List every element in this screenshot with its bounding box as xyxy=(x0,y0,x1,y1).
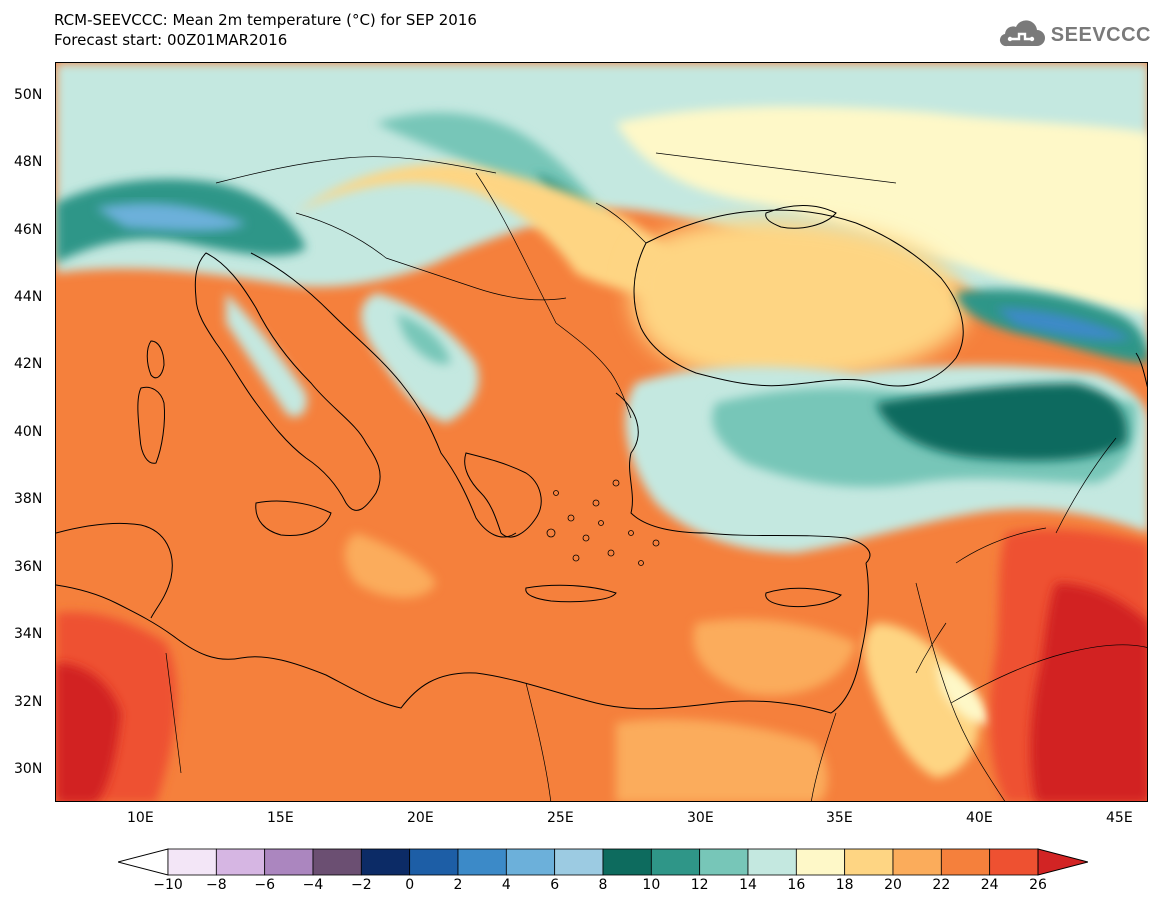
colorbar-tick-label: 14 xyxy=(739,877,757,893)
colorbar-swatch xyxy=(554,848,604,876)
colorbar-swatch xyxy=(940,848,991,876)
colorbar-swatch xyxy=(505,848,556,876)
temperature-map xyxy=(55,62,1148,802)
colorbar-tick-label: 8 xyxy=(598,877,608,893)
colorbar-swatch xyxy=(892,848,942,876)
map-canvas xyxy=(56,63,1147,801)
lon-tick-30e: 30E xyxy=(687,810,714,826)
colorbar-swatches xyxy=(116,848,1090,876)
page-title: RCM-SEEVCCC: Mean 2m temperature (°C) fo… xyxy=(54,11,477,29)
colorbar-swatch xyxy=(795,848,846,876)
lon-tick-45e: 45E xyxy=(1106,810,1133,826)
colorbar-tick-label: 24 xyxy=(980,877,999,893)
lat-tick-36n: 36N xyxy=(14,559,43,575)
colorbar-swatch xyxy=(989,848,1039,876)
colorbar-tick-label: −2 xyxy=(351,877,372,893)
colorbar-swatch xyxy=(312,848,362,876)
colorbar-tick-label: 6 xyxy=(550,877,560,893)
colorbar-swatch xyxy=(844,848,894,876)
lat-tick-44n: 44N xyxy=(14,289,43,305)
colorbar-tick-label: 16 xyxy=(787,877,806,893)
lat-tick-42n: 42N xyxy=(14,356,43,372)
colorbar-swatch xyxy=(457,848,507,876)
colorbar-swatch xyxy=(360,848,411,876)
lat-tick-30n: 30N xyxy=(14,761,43,777)
lat-tick-38n: 38N xyxy=(14,491,43,507)
colorbar-tick-label: 22 xyxy=(932,877,951,893)
colorbar-swatch xyxy=(409,848,459,876)
aegean-islands xyxy=(546,479,660,566)
lon-tick-20e: 20E xyxy=(407,810,434,826)
coastlines xyxy=(56,205,1147,714)
colorbar-swatch xyxy=(650,848,701,876)
colorbar-tick-label: 12 xyxy=(690,877,709,893)
colorbar-swatch xyxy=(167,848,217,876)
colorbar-tick-label: 26 xyxy=(1029,877,1047,893)
lon-tick-35e: 35E xyxy=(826,810,853,826)
colorbar-arrow-high xyxy=(1037,848,1090,876)
logo-text: SEEVCCC xyxy=(1050,23,1151,46)
borders xyxy=(165,152,1147,801)
colorbar-tick-label: −6 xyxy=(254,877,275,893)
forecast-start: Forecast start: 00Z01MAR2016 xyxy=(54,31,288,49)
colorbar-swatch xyxy=(699,848,749,876)
colorbar-swatch xyxy=(747,848,797,876)
lat-tick-32n: 32N xyxy=(14,694,43,710)
colorbar-tick-label: 0 xyxy=(405,877,415,893)
colorbar-tick-label: −4 xyxy=(302,877,324,893)
lat-tick-34n: 34N xyxy=(14,626,43,642)
colorbar-swatch xyxy=(215,848,266,876)
colorbar-tick-label: 18 xyxy=(835,877,854,893)
temperature-field xyxy=(56,63,1147,801)
colorbar-tick-label: 10 xyxy=(642,877,661,893)
cloud-icon xyxy=(999,20,1045,47)
colorbar-tick-label: 20 xyxy=(884,877,902,893)
lat-tick-48n: 48N xyxy=(14,154,43,170)
lat-tick-40n: 40N xyxy=(14,424,43,440)
color-legend xyxy=(116,848,1090,876)
lon-tick-15e: 15E xyxy=(267,810,294,826)
colorbar-swatch xyxy=(264,848,314,876)
lat-tick-50n: 50N xyxy=(14,87,43,103)
lon-tick-10e: 10E xyxy=(127,810,154,826)
colorbar-tick-label: 2 xyxy=(453,877,463,893)
lon-tick-40e: 40E xyxy=(966,810,993,826)
lon-tick-25e: 25E xyxy=(547,810,574,826)
chart-header: RCM-SEEVCCC: Mean 2m temperature (°C) fo… xyxy=(54,10,477,50)
colorbar-tick-label: 4 xyxy=(501,877,511,893)
lat-tick-46n: 46N xyxy=(14,222,43,238)
colorbar-tick-label: −10 xyxy=(153,877,183,893)
seevccc-logo: SEEVCCC xyxy=(995,20,1151,50)
colorbar-tick-label: −8 xyxy=(206,877,227,893)
colorbar-swatch xyxy=(602,848,652,876)
colorbar-arrow-low xyxy=(116,848,169,876)
